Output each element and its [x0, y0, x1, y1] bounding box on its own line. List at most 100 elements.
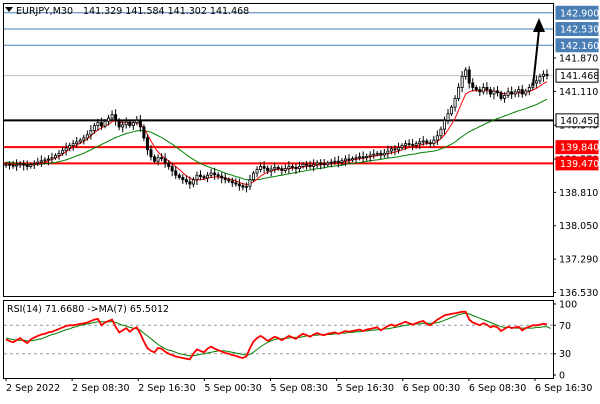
- bull-candle: [36, 161, 40, 164]
- time-tick-label: 2 Sep 2022: [6, 383, 60, 394]
- bull-candle: [64, 147, 68, 152]
- time-axis: 2 Sep 2022 2 Sep 08:30 2 Sep 16:30 5 Sep 00…: [5, 378, 592, 394]
- level-label-text: 140.450: [560, 116, 599, 127]
- bear-candle: [545, 73, 549, 77]
- bull-candle: [435, 135, 439, 141]
- bear-candle: [213, 172, 217, 176]
- bull-candle: [248, 179, 252, 187]
- bull-candle: [513, 91, 517, 95]
- bull-candle: [68, 144, 72, 149]
- price-tick-label: 138.050: [559, 221, 598, 232]
- bull-candle: [365, 155, 369, 159]
- bull-candle: [85, 134, 89, 139]
- bull-candle: [255, 169, 259, 174]
- bull-candle: [354, 157, 358, 160]
- bear-candle: [379, 152, 383, 156]
- bear-candle: [163, 158, 167, 164]
- level-label-box: [555, 38, 599, 53]
- moving-averages: [5, 81, 548, 186]
- bull-candle: [18, 163, 22, 166]
- bull-candle: [54, 155, 57, 159]
- bear-candle: [336, 160, 340, 163]
- bull-candle: [386, 150, 390, 154]
- bull-candle: [506, 91, 510, 96]
- bear-candle: [319, 162, 323, 165]
- price-tick-label: 141.870: [559, 54, 598, 65]
- level-label-box: [555, 5, 599, 20]
- collapse-triangle-icon[interactable]: [5, 7, 13, 12]
- bull-candle: [89, 130, 93, 136]
- bear-candle: [262, 166, 266, 169]
- bear-candle: [149, 149, 153, 158]
- bear-candle: [347, 158, 351, 161]
- level-label-text: 139.470: [560, 159, 599, 170]
- level-label-box: [555, 140, 599, 155]
- rsi-tick-label: 0: [559, 371, 565, 382]
- bear-candle: [276, 166, 280, 170]
- bear-candle: [280, 168, 284, 171]
- bear-candle: [128, 121, 132, 127]
- bear-candle: [142, 126, 146, 139]
- rsi-header: RSI(14) 71.6680 ->MA(7) 65.5012: [7, 304, 169, 315]
- bull-candle: [396, 147, 400, 151]
- level-label-text: 139.840: [560, 143, 599, 154]
- bull-candle: [50, 157, 54, 160]
- bull-candle: [453, 98, 457, 108]
- bear-candle: [167, 162, 171, 167]
- bear-candle: [184, 179, 188, 183]
- level-label-box: [555, 156, 599, 171]
- bear-candle: [241, 185, 245, 188]
- bear-candle: [510, 91, 514, 95]
- bear-candle: [294, 166, 298, 170]
- bear-candle: [488, 89, 492, 95]
- time-tick-label: 5 Sep 16:30: [337, 383, 394, 394]
- price-tick-label: 136.530: [559, 288, 598, 299]
- bear-candle: [234, 182, 238, 185]
- bull-candle: [368, 154, 372, 157]
- time-tick-label: 2 Sep 08:30: [72, 383, 129, 394]
- bull-candle: [372, 153, 376, 156]
- candles: [4, 66, 549, 193]
- bear-candle: [467, 69, 471, 84]
- bull-candle: [481, 87, 485, 93]
- bear-candle: [25, 164, 29, 167]
- bull-candle: [432, 139, 436, 145]
- bull-candle: [541, 73, 545, 77]
- bear-candle: [223, 177, 227, 181]
- bull-candle: [464, 69, 468, 77]
- bull-candle: [269, 168, 273, 172]
- bull-candle: [4, 163, 8, 166]
- bear-candle: [411, 144, 415, 146]
- bear-candle: [485, 87, 489, 91]
- bear-candle: [188, 181, 192, 185]
- bull-candle: [252, 172, 256, 181]
- bear-candle: [393, 148, 397, 151]
- bull-candle: [46, 158, 50, 161]
- time-tick-label: 6 Sep 16:30: [535, 383, 592, 394]
- bear-candle: [290, 166, 294, 168]
- bull-candle: [358, 156, 362, 159]
- bull-candle: [103, 120, 107, 127]
- level-label-box: [555, 113, 599, 128]
- bear-candle: [99, 122, 103, 127]
- bear-candle: [471, 82, 475, 88]
- level-label-box: [555, 22, 599, 37]
- bull-candle: [418, 141, 422, 145]
- bear-candle: [478, 89, 482, 93]
- bull-candle: [524, 90, 528, 95]
- bull-candle: [446, 113, 450, 121]
- bear-candle: [266, 167, 270, 172]
- bear-candle: [160, 157, 164, 160]
- bear-candle: [145, 137, 149, 151]
- bull-candle: [315, 162, 319, 166]
- level-label-text: 142.900: [560, 8, 599, 19]
- bear-candle: [170, 166, 174, 172]
- bear-candle: [181, 177, 185, 181]
- bull-candle: [301, 163, 305, 167]
- bull-candle: [107, 117, 111, 122]
- arrow-head-icon: [533, 18, 545, 32]
- chart-symbol: EURJPY,M30: [16, 6, 73, 17]
- bull-candle: [96, 122, 100, 127]
- bear-candle: [138, 119, 142, 128]
- time-tick-label: 5 Sep 08:30: [271, 383, 328, 394]
